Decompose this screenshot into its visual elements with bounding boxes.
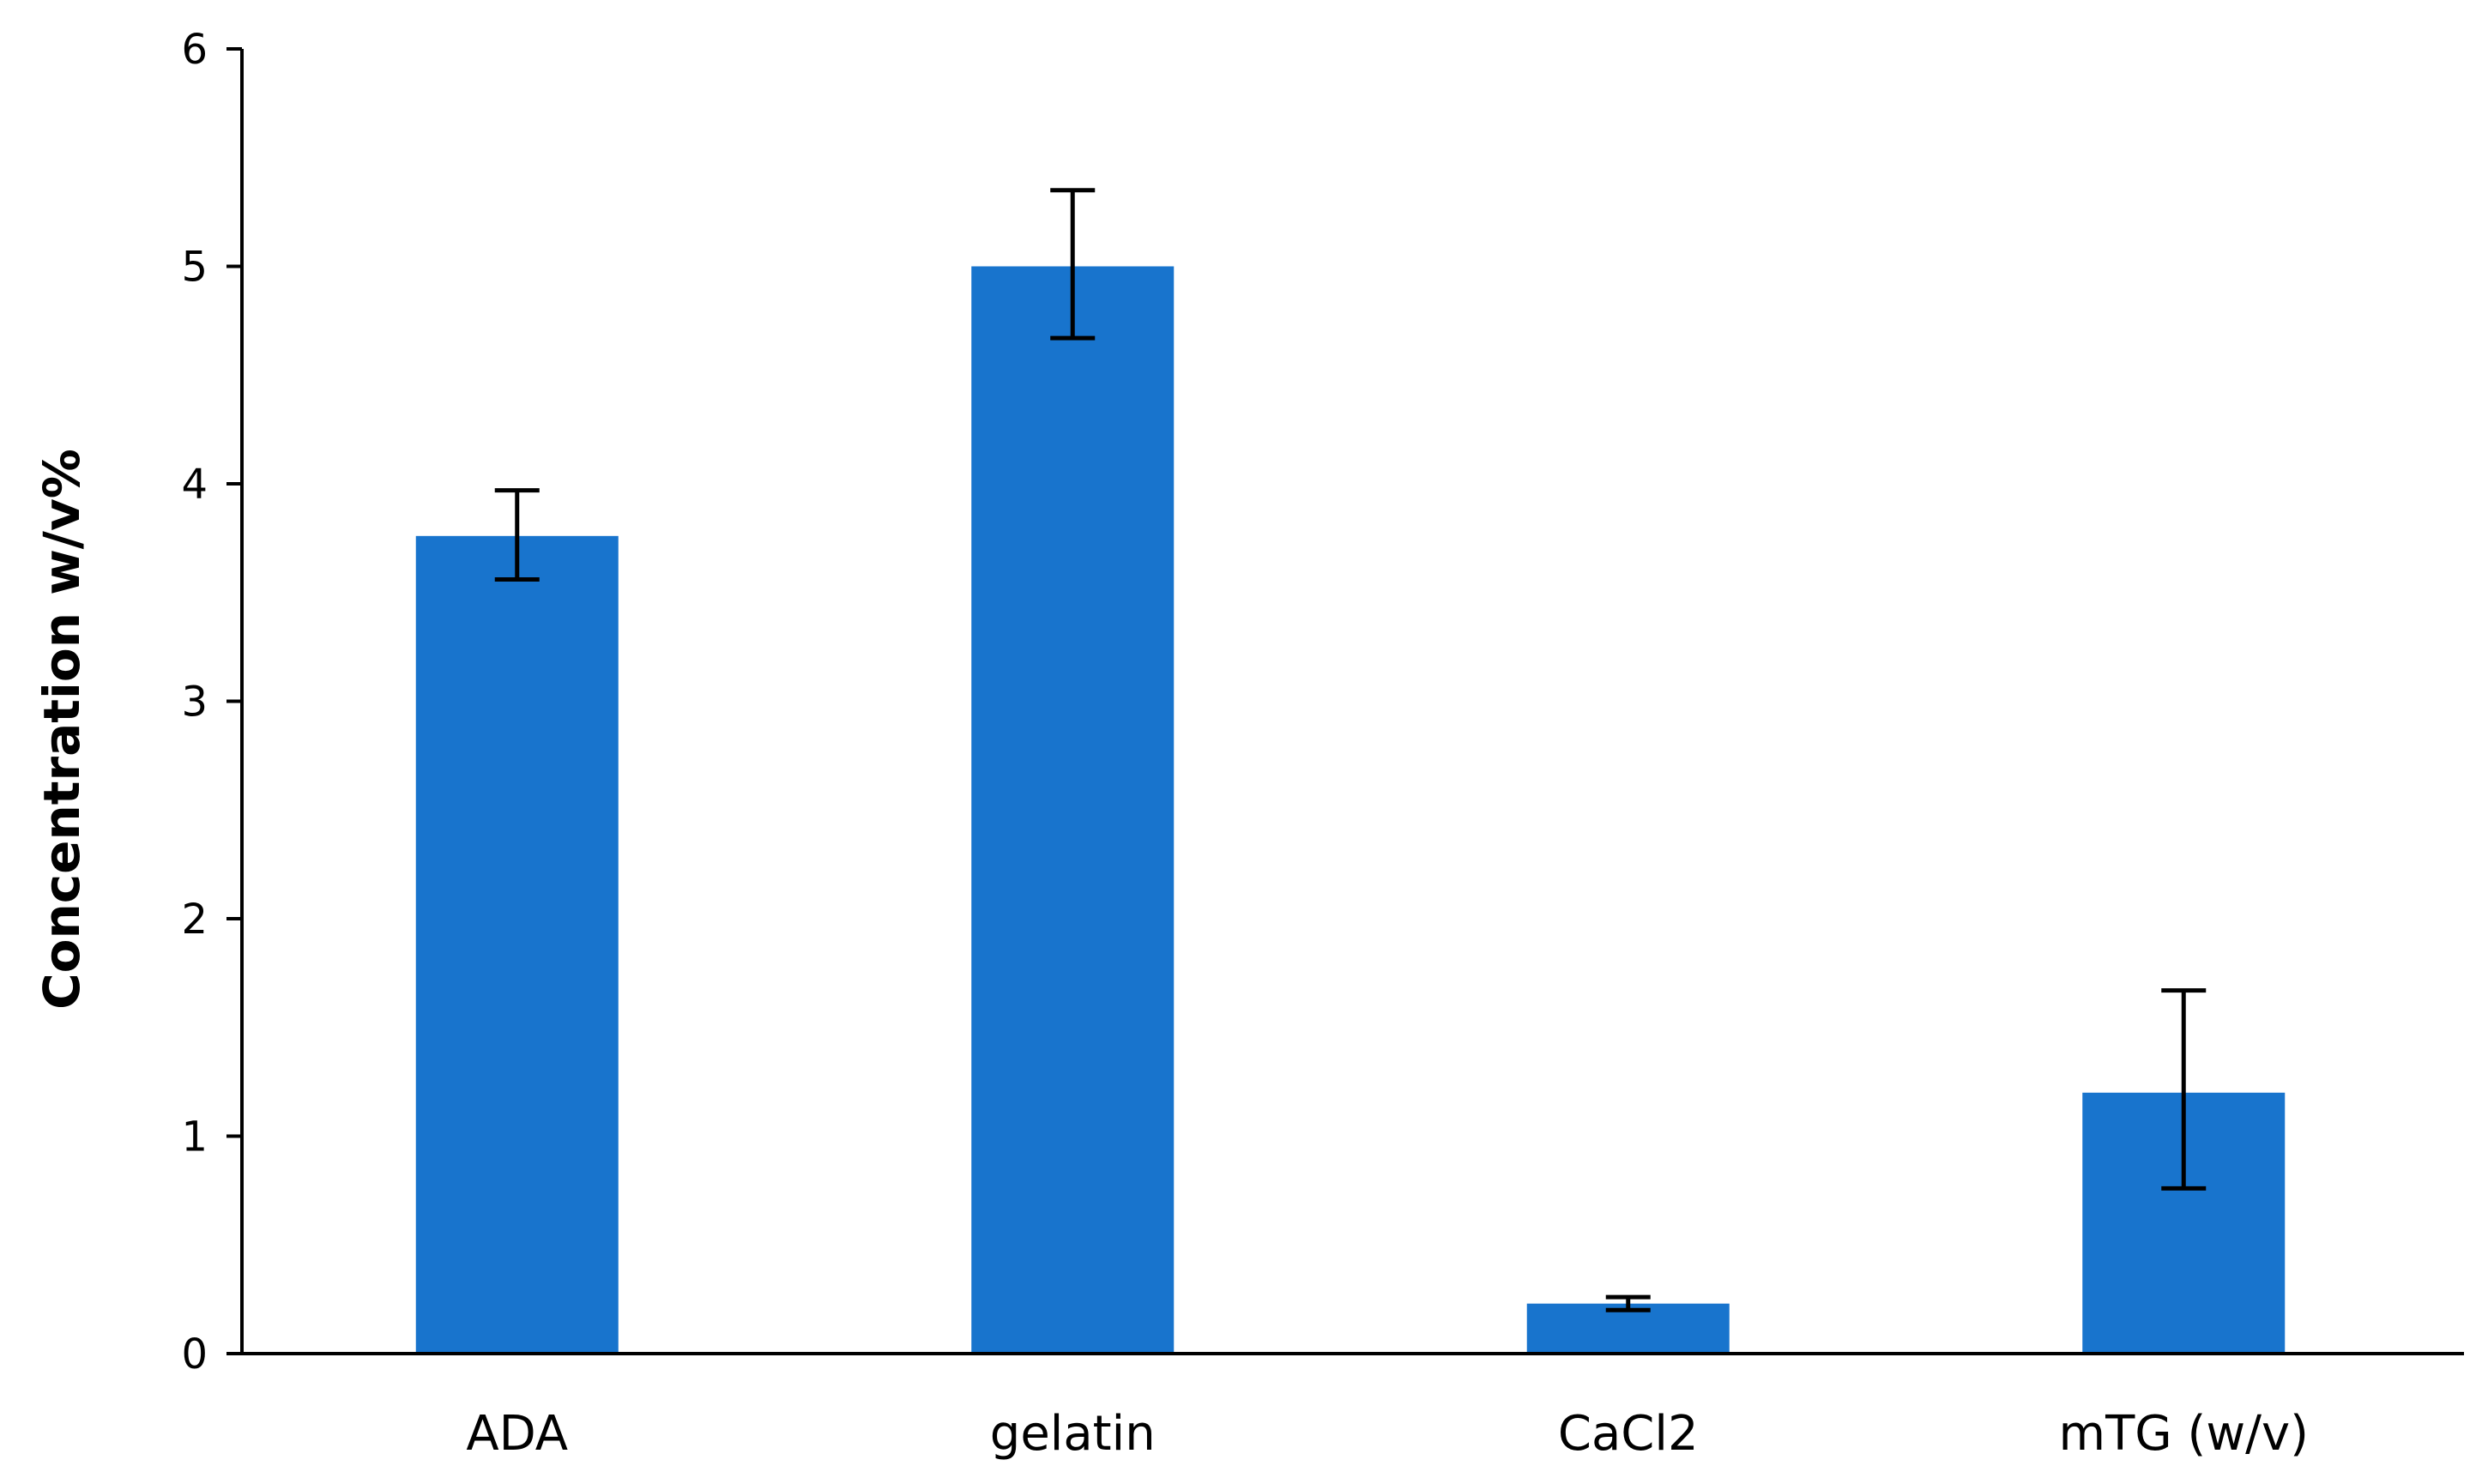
- error-bar: [494, 488, 540, 582]
- y-tick-label: 0: [181, 1330, 208, 1378]
- x-category-label: gelatin: [990, 1406, 1156, 1462]
- y-ticks-layer: 0 1 2 3 4 5 6: [181, 26, 242, 1378]
- y-tick-label: 6: [181, 26, 208, 74]
- bars-layer: [415, 266, 2286, 1354]
- bar-ada: [415, 535, 619, 1354]
- x-category-label: mTG (w/v): [2059, 1406, 2309, 1462]
- y-tick-label: 1: [181, 1113, 208, 1161]
- y-tick-label: 4: [181, 461, 208, 509]
- error-bar: [1050, 188, 1096, 341]
- x-category-label: ADA: [466, 1406, 568, 1462]
- error-bar: [2161, 988, 2207, 1191]
- y-tick-label: 5: [181, 244, 208, 292]
- y-axis-title: Concentration w/v%: [33, 449, 91, 1010]
- bar-gelatin: [971, 266, 1175, 1354]
- error-bars-layer: [494, 188, 2207, 1312]
- error-bar: [1605, 1294, 1651, 1312]
- x-labels-layer: ADA gelatin CaCl2 mTG (w/v): [466, 1406, 2309, 1462]
- y-tick-label: 2: [181, 896, 208, 944]
- y-tick-label: 3: [181, 679, 208, 727]
- x-category-label: CaCl2: [1558, 1406, 1699, 1462]
